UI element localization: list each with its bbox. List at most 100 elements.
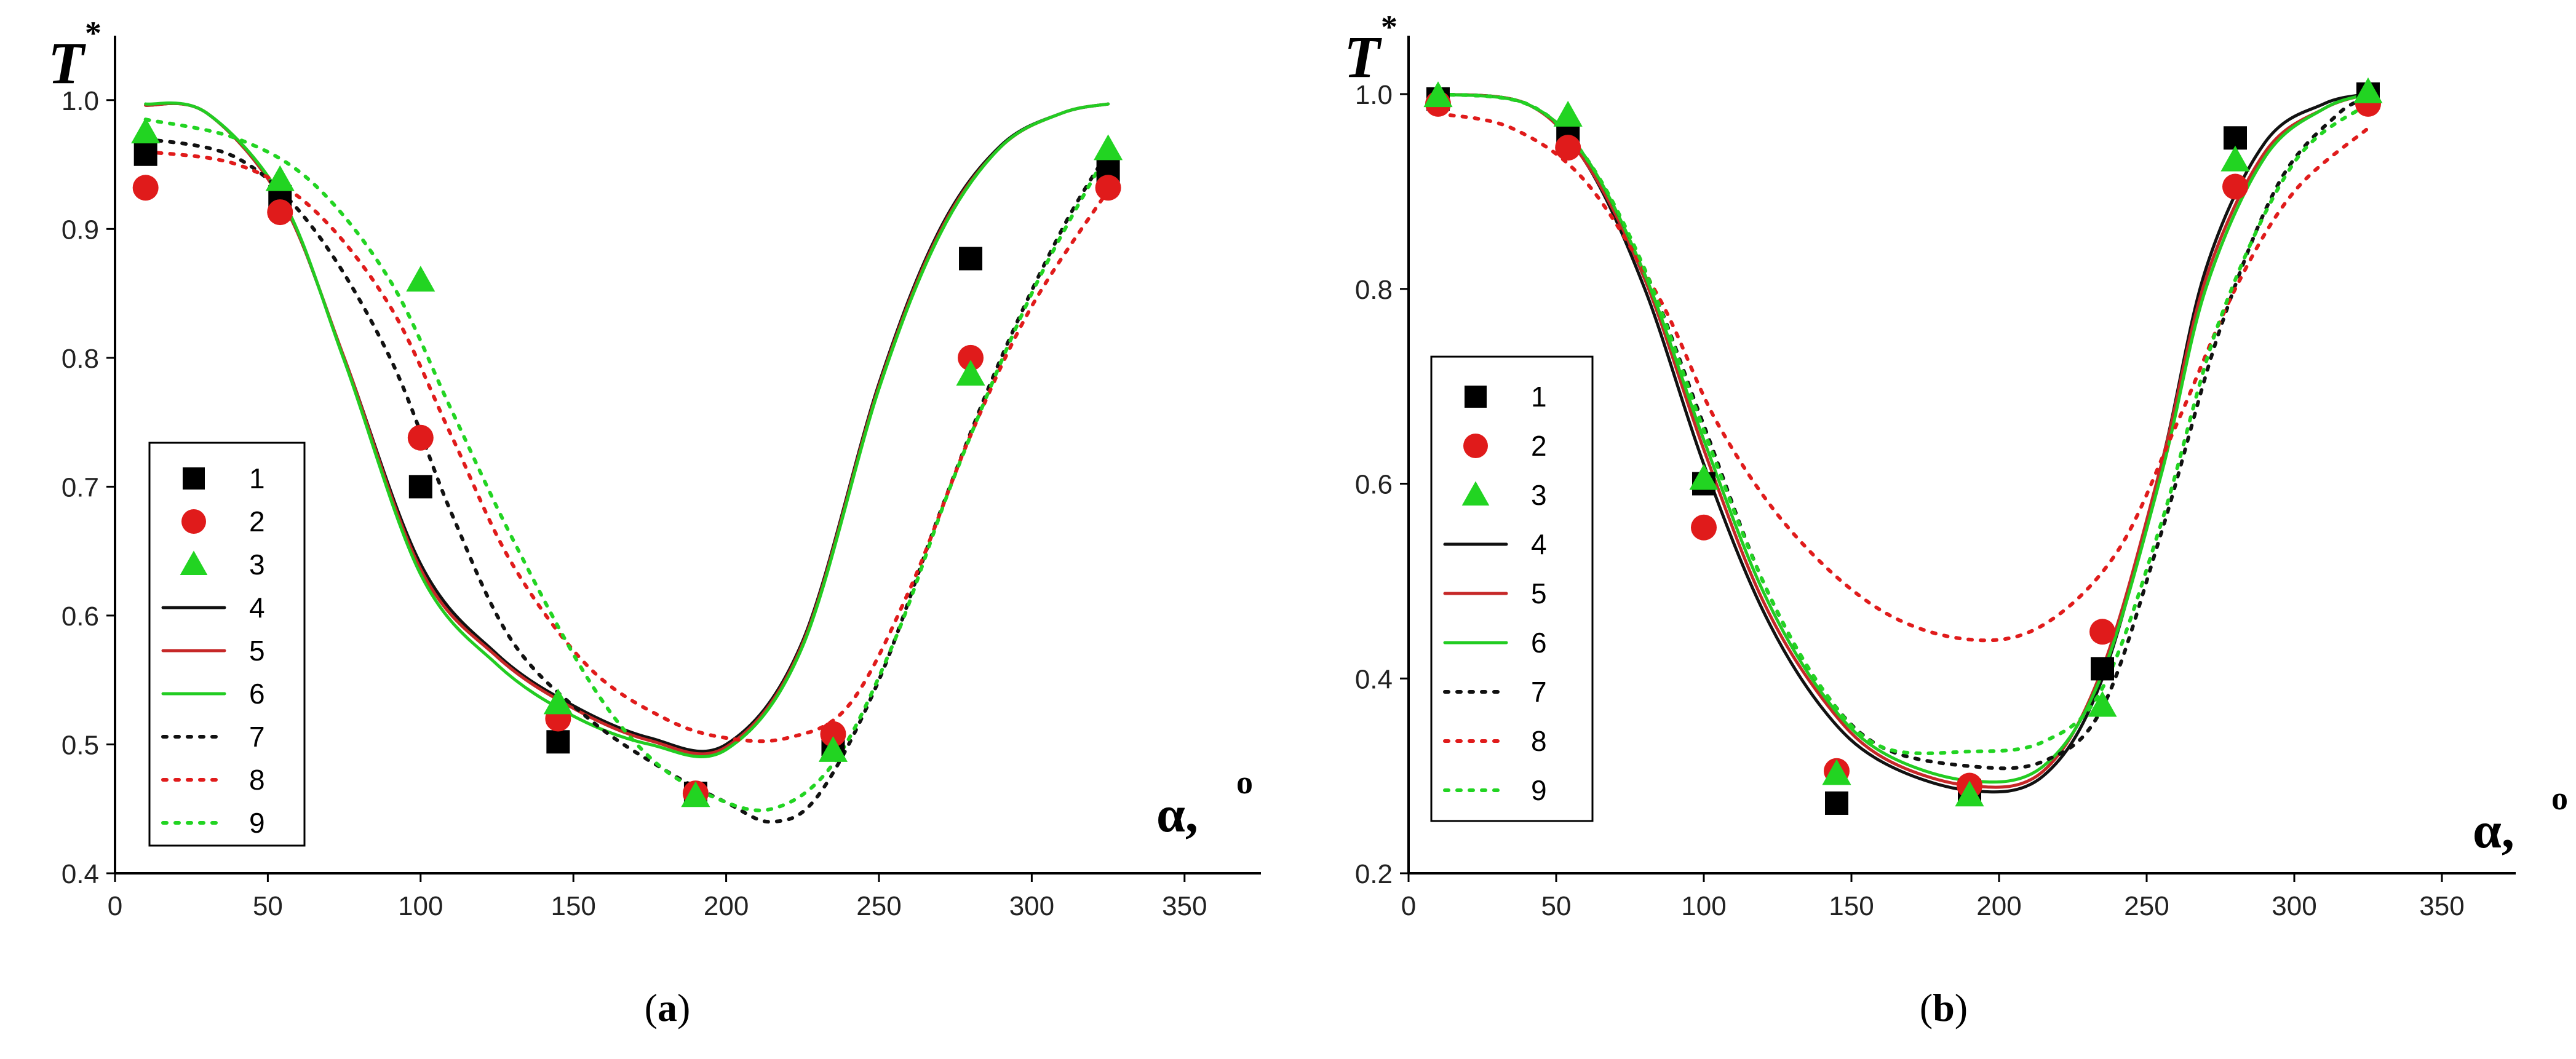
panel-a-markers	[131, 117, 1123, 807]
panel-b-legend-label-4: 4	[1531, 528, 1547, 560]
panel-a-y-tick-label: 0.8	[62, 344, 99, 374]
panel-b-series-4-line	[1436, 92, 2370, 794]
panel-b-x-tick-label: 300	[2272, 891, 2316, 921]
panel-b-x-tick-label: 250	[2124, 891, 2169, 921]
panel-b-curves	[1436, 92, 2370, 794]
panel-b-legend-label-3: 3	[1531, 479, 1547, 511]
panel-a-axes	[114, 36, 1261, 875]
panel-a-y-axis-title: T	[48, 30, 86, 96]
panel-b-series-3-point	[2220, 145, 2250, 172]
panel-b-x-tick-label: 100	[1681, 891, 1726, 921]
panel-b-series-3-point	[1822, 759, 1851, 785]
panel-a-y-tick-label: 0.7	[62, 472, 99, 502]
panel-b-legend-label-1: 1	[1531, 381, 1547, 413]
panel-a-y-tick-label: 0.4	[62, 859, 99, 889]
panel-a-legend-symbol-1	[183, 467, 205, 490]
panel-a-series-1-point	[959, 247, 983, 271]
panel-a-legend-label-3: 3	[249, 549, 265, 581]
panel-a-legend-label-2: 2	[249, 506, 265, 537]
panel-a-x-axis-title-sup: o	[1236, 764, 1253, 801]
panel-a-x-tick-label: 50	[253, 891, 283, 921]
panel-b-y-tick-label: 0.4	[1355, 664, 1393, 694]
panel-a-series-9-line	[143, 117, 1110, 812]
panel-b-y-tick-label: 0.2	[1355, 859, 1393, 889]
panel-a-series-3-point	[681, 781, 710, 807]
panel-a-x-tick-label: 250	[856, 891, 901, 921]
panel-b-x-tick-label: 200	[1976, 891, 2021, 921]
panel-a-series-6-line	[144, 101, 1110, 758]
panel-b-series-3-point	[1553, 100, 1583, 127]
panel-a-y-tick-label: 0.5	[62, 730, 99, 760]
panel-a-series-3-point	[543, 688, 573, 715]
panel-b-x-tick-label: 0	[1401, 891, 1416, 921]
panel-b-series-2-point	[2222, 173, 2248, 200]
panel-a-legend-symbol-2	[181, 509, 206, 534]
panel-b-series-3-point	[1423, 81, 1453, 108]
panel-b-legend-label-6: 6	[1531, 627, 1547, 659]
panel-b-x-tick-label: 350	[2419, 891, 2464, 921]
panel-a-series-2-point	[958, 344, 984, 371]
panel-b-series-5-line	[1436, 92, 2370, 789]
panel-a: 0 50 100 150 200 250 300 350 0.4 0.5 0.6 0.7 0.8 0.9 1…	[48, 15, 1261, 1029]
panel-a-x-axis-title: α,	[1156, 786, 1198, 843]
panel-a-legend-label-6: 6	[249, 678, 265, 710]
panel-b-caption: (b)	[1920, 986, 1968, 1029]
panel-a-legend-label-9: 9	[249, 807, 265, 839]
panel-b-y-tick-label: 0.6	[1355, 470, 1393, 500]
panel-a-series-1-point	[408, 475, 432, 499]
panel-a-series-3-point	[406, 266, 435, 292]
panel-a-legend: 1 2 3 4 5 6 7 8 9	[148, 442, 306, 847]
panel-b-y-axis-title-sup: *	[1381, 9, 1397, 46]
panel-a-legend-label-4: 4	[249, 592, 265, 624]
panel-b-legend-label-7: 7	[1531, 676, 1547, 708]
panel-b-legend-box	[1430, 355, 1594, 822]
panel-a-caption-letter: a	[658, 986, 677, 1029]
panel-b-x-axis-title: α,	[2473, 802, 2514, 859]
panel-b-legend-label-5: 5	[1531, 577, 1547, 609]
panel-b-legend-symbol-1	[1465, 386, 1487, 408]
panel-b-series-9-line	[1436, 92, 2370, 755]
panel-a-series-2-point	[267, 199, 293, 226]
panel-b-axes	[1407, 36, 2516, 875]
panel-a-series-3-point	[131, 117, 161, 144]
panel-a-series-2-point	[820, 721, 846, 747]
panel-a-ticks: 0 50 100 150 200 250 300 350 0.4 0.5 0.6 0.7 0.8 0.9 1…	[62, 86, 1207, 921]
panel-b-y-tick-label: 0.8	[1355, 275, 1393, 305]
panel-b-series-3-point	[1689, 464, 1719, 490]
panel-a-series-3-point	[818, 736, 848, 762]
panel-b-series-3-point	[1955, 780, 1984, 807]
panel-b: 0 50 100 150 200 250 300 350 0.2 0.4 0.6 0.8 1.0 T *…	[1344, 9, 2568, 1029]
panel-a-series-2-point	[132, 175, 159, 201]
panel-a-x-tick-label: 0	[108, 891, 122, 921]
panel-b-series-7-line	[1436, 92, 2370, 771]
panel-b-y-tick-label: 1.0	[1355, 80, 1393, 110]
panel-a-legend-label-1: 1	[249, 462, 265, 494]
panel-b-x-axis-title-sup: o	[2551, 780, 2568, 817]
panel-a-x-tick-label: 100	[398, 891, 443, 921]
panel-a-series-1-point	[133, 142, 157, 166]
panel-b-legend-symbol-2	[1463, 434, 1488, 458]
panel-b-y-axis-title: T	[1344, 24, 1382, 90]
panel-b-series-2-point	[2089, 619, 2115, 645]
panel-a-y-tick-label: 1.0	[62, 86, 99, 116]
panel-b-legend: 1 2 3 4 5 6 7 8 9	[1430, 355, 1594, 822]
panel-a-series-2-point	[1095, 175, 1121, 201]
panel-a-x-tick-label: 150	[551, 891, 595, 921]
panel-b-caption-letter: b	[1933, 986, 1955, 1029]
panel-a-caption: (a)	[645, 986, 691, 1029]
panel-b-legend-symbol-3	[1461, 481, 1490, 506]
panel-a-legend-symbol-3	[180, 550, 208, 576]
panel-b-markers	[1423, 77, 2383, 815]
panel-a-legend-label-7: 7	[249, 721, 265, 753]
panel-b-ticks: 0 50 100 150 200 250 300 350 0.2 0.4 0.6 0.8 1.0	[1355, 80, 2465, 921]
panel-a-y-tick-label: 0.6	[62, 601, 99, 632]
panel-b-series-2-point	[1691, 514, 1717, 541]
panel-a-legend-label-8: 8	[249, 764, 265, 796]
panel-a-legend-box	[148, 442, 306, 847]
panel-a-series-3-point	[1094, 134, 1123, 161]
panel-a-series-8-line	[143, 149, 1110, 744]
panel-a-x-tick-label: 350	[1162, 891, 1207, 921]
panel-a-x-tick-label: 300	[1009, 891, 1054, 921]
panel-a-x-tick-label: 200	[704, 891, 749, 921]
